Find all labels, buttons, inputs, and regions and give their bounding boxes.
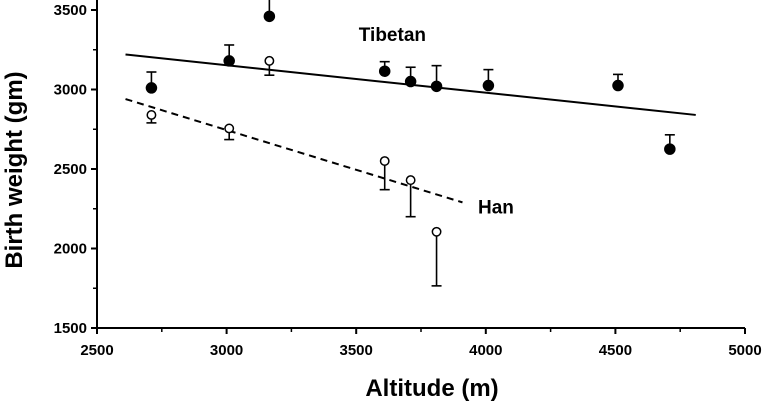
han-data-point — [405, 175, 416, 186]
y-tick-label: 3500 — [54, 2, 87, 19]
y-tick-label: 2500 — [54, 161, 87, 178]
han-data-point — [146, 109, 157, 120]
tibetan-data-point — [263, 10, 276, 23]
tibetan-data-point — [145, 82, 158, 94]
x-tick-label: 3500 — [340, 342, 373, 359]
tibetan-data-point — [223, 55, 235, 67]
tibetan-data-point — [430, 80, 443, 93]
han-series-label: Han — [478, 198, 514, 219]
data-points — [145, 0, 676, 287]
y-tick-label: 2000 — [54, 241, 87, 258]
tibetan-series-label: Tibetan — [359, 25, 426, 46]
x-axis-title: Altitude (m) — [365, 375, 498, 402]
tibetan-data-point — [664, 143, 676, 155]
x-tick-label: 2500 — [80, 342, 113, 359]
x-tick-label: 4000 — [469, 342, 502, 359]
han-trend-line — [125, 98, 463, 204]
han-data-point — [264, 55, 275, 66]
y-axis-title: Birth weight (gm) — [1, 71, 28, 268]
tibetan-data-point — [404, 75, 417, 88]
x-tick-label: 4500 — [599, 342, 632, 359]
tibetan-data-point — [378, 65, 391, 77]
y-tick-label: 1500 — [54, 320, 87, 337]
han-data-point — [224, 123, 235, 134]
han-data-point — [431, 226, 442, 237]
axes: 2500 3000 3500 4000 4500 5000 1500 2000 2500 3000… — [54, 0, 762, 359]
x-tick-label: 3000 — [210, 342, 243, 359]
y-tick-label: 3000 — [54, 82, 87, 99]
han-data-point — [379, 156, 390, 167]
tibetan-data-point — [482, 79, 495, 92]
x-tick-label: 5000 — [728, 342, 761, 359]
tibetan-data-point — [612, 79, 624, 92]
